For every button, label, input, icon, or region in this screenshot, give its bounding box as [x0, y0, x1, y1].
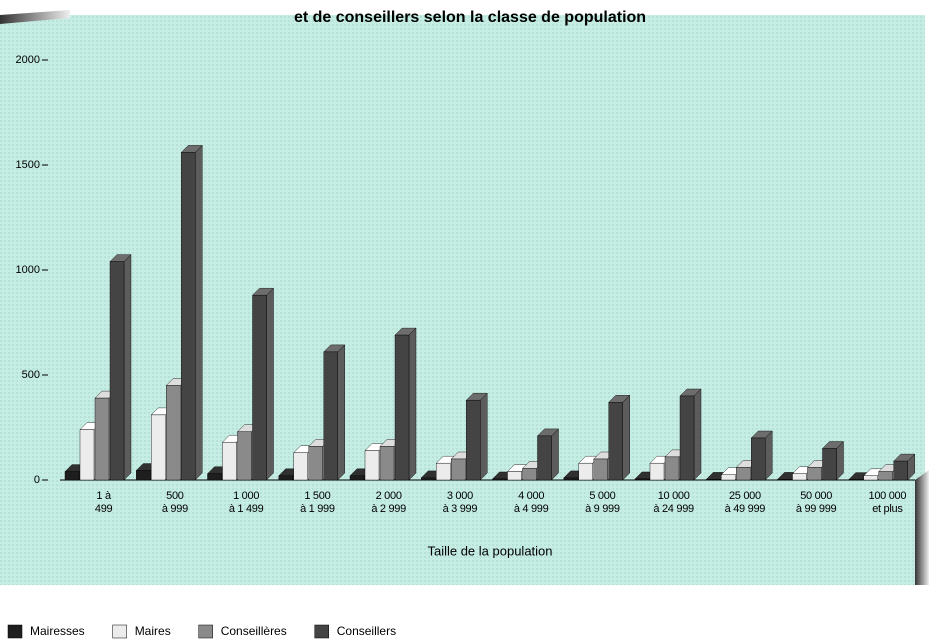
- legend-swatch: [112, 624, 127, 639]
- bar: [822, 448, 837, 481]
- bar: [436, 463, 451, 481]
- bar: [537, 435, 552, 481]
- bar: [323, 351, 338, 481]
- legend-label: Mairesses: [30, 624, 85, 638]
- bar: [222, 442, 237, 481]
- y-tick-label: 2000: [16, 54, 40, 66]
- legend-label: Conseillères: [221, 624, 287, 638]
- bar: [634, 478, 650, 481]
- bar: [863, 475, 878, 481]
- bar: [181, 152, 196, 481]
- legend-swatch: [7, 624, 23, 639]
- bar: [136, 470, 151, 481]
- right-edge: [915, 470, 929, 585]
- bar: [736, 467, 751, 481]
- bar: [664, 456, 680, 481]
- bar-side: [480, 392, 488, 481]
- bar: [777, 479, 792, 481]
- bar: [421, 477, 436, 481]
- x-tick-label: 10 000 à 24 999: [653, 490, 694, 515]
- x-tick-label: 50 000 à 99 999: [795, 490, 837, 515]
- x-axis-label: Taille de la population: [427, 543, 552, 558]
- x-tick-label: 2 000 à 2 999: [371, 490, 406, 515]
- bar: [751, 437, 766, 481]
- legend-swatch: [198, 624, 213, 639]
- x-tick-label: 100 000 et plus: [868, 490, 907, 515]
- bar: [293, 452, 308, 481]
- bar: [608, 402, 623, 481]
- y-tick-label: 1500: [16, 159, 40, 171]
- bar: [721, 474, 736, 481]
- y-tick-label: 0: [34, 474, 40, 486]
- bar: [237, 431, 252, 481]
- legend-label: Conseillers: [337, 624, 396, 638]
- legend-swatch: [314, 624, 329, 639]
- bar-side: [408, 327, 417, 481]
- legend-label: Maires: [135, 624, 171, 638]
- bar: [64, 471, 80, 481]
- bar: [507, 471, 522, 481]
- bar: [679, 395, 695, 481]
- bar: [578, 463, 593, 481]
- bar: [278, 475, 293, 481]
- bar: [166, 385, 181, 481]
- bar: [563, 477, 578, 481]
- y-tick-label: 500: [22, 369, 40, 381]
- bar-side: [123, 254, 132, 481]
- chart-title: et de conseillers selon la classe de pop…: [294, 9, 646, 26]
- bar-side: [765, 430, 773, 481]
- bar-side: [622, 394, 630, 481]
- bar: [349, 475, 365, 481]
- x-tick-label: 1 à 499: [94, 490, 113, 515]
- bar-side: [195, 144, 203, 481]
- bar: [792, 473, 807, 481]
- plot-background: [0, 15, 925, 585]
- bar-side: [266, 287, 274, 481]
- x-tick-label: 3 000 à 3 999: [442, 490, 478, 515]
- x-tick-label: 1 500 à 1 999: [300, 490, 335, 515]
- bar: [466, 400, 481, 481]
- bar: [492, 478, 507, 481]
- bar: [379, 446, 395, 481]
- y-tick-label: 1000: [16, 264, 40, 276]
- bar: [94, 397, 110, 481]
- bar: [207, 473, 222, 481]
- bar: [878, 471, 893, 481]
- bar: [79, 429, 95, 481]
- bar: [252, 295, 267, 481]
- bar: [364, 450, 380, 481]
- bar-side: [551, 428, 559, 481]
- x-tick-label: 4 000 à 4 999: [513, 490, 549, 515]
- x-tick-label: 1 000 à 1 499: [228, 490, 264, 515]
- bar-side: [337, 344, 345, 481]
- x-tick-label: 5 000 à 9 999: [585, 490, 620, 515]
- x-tick-label: 25 000 à 49 999: [724, 490, 766, 515]
- bar: [706, 479, 721, 481]
- bar: [807, 467, 822, 481]
- bar: [151, 414, 166, 481]
- x-tick-label: 500 à 999: [161, 490, 188, 515]
- bar: [109, 261, 125, 481]
- bar: [394, 334, 410, 481]
- bar: [893, 460, 908, 481]
- bar: [308, 446, 323, 481]
- top-edge: [0, 10, 70, 24]
- bar: [593, 458, 608, 481]
- bar: [451, 458, 466, 481]
- bar: [649, 463, 665, 481]
- bar: [522, 468, 537, 481]
- bar-side: [693, 388, 702, 481]
